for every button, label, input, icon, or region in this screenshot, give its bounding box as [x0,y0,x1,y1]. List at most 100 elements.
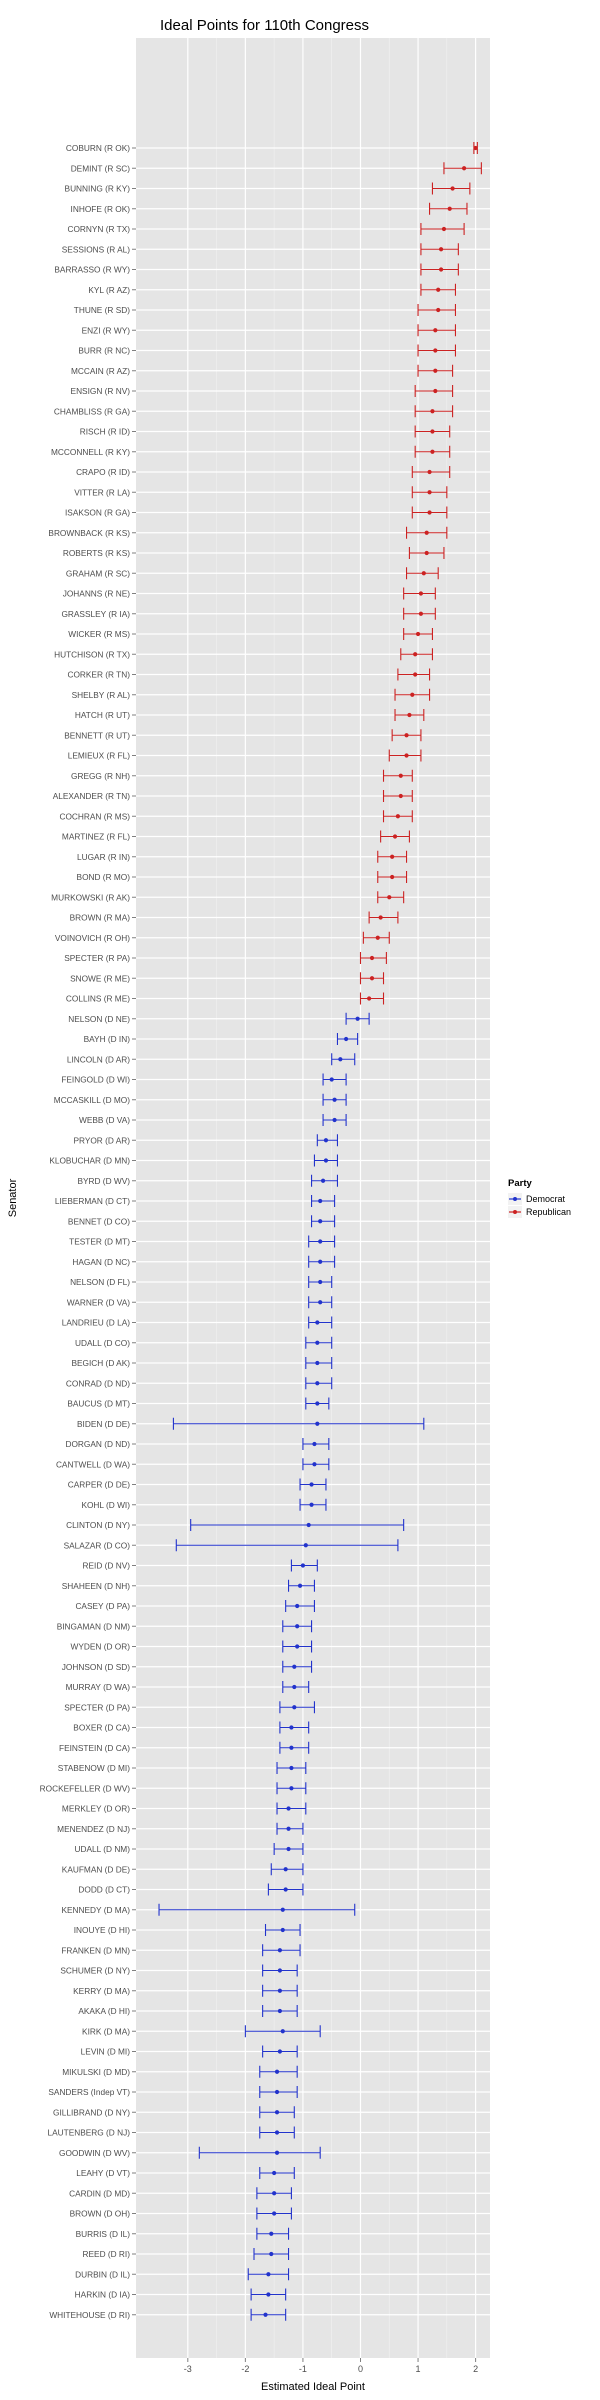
senator-label: CLINTON (D NY) [66,1520,130,1530]
ideal-point [289,1745,294,1750]
senator-label: ISAKSON (R GA) [65,508,130,518]
senator-label: NELSON (D FL) [70,1277,130,1287]
senator-label: BAYH (D IN) [84,1034,131,1044]
legend: Party Democrat Republican [508,1178,571,1218]
senator-label: VOINOVICH (R OH) [55,933,130,943]
x-tick-labels: -3 -2 -1 0 1 2 [184,2358,478,2374]
senator-label: BARRASSO (R WY) [54,265,130,275]
senator-label: GOODWIN (D WV) [59,2148,130,2158]
senator-label: CORNYN (R TX) [67,224,130,234]
ideal-point [378,915,383,920]
senator-label: JOHNSON (D SD) [62,1662,130,1672]
senator-label: COLLINS (R ME) [66,994,130,1004]
senator-label: MCCAIN (R AZ) [71,366,130,376]
ideal-point [438,247,444,252]
ideal-point [286,1826,291,1831]
senator-label: CASEY (D PA) [75,1601,130,1611]
senator-label: NELSON (D NE) [68,1014,130,1024]
senator-label: ENSIGN (R NV) [71,386,131,396]
senator-label: BOXER (D CA) [73,1723,130,1733]
ideal-point [436,287,441,292]
ideal-point [283,1867,288,1872]
ideal-point [318,1300,323,1305]
ideal-point [272,2211,277,2216]
senator-label: ROBERTS (R KS) [63,548,130,558]
legend-key-point [513,1210,517,1214]
senator-label: SCHUMER (D NY) [60,1966,130,1976]
senator-label: GRASSLEY (R IA) [61,609,130,619]
x-tick-label: 1 [416,2364,421,2374]
x-tick-label: -2 [241,2364,249,2374]
senator-label: SPECTER (R PA) [64,953,130,963]
senator-label: LEMIEUX (R FL) [68,751,130,761]
senator-label: SHELBY (R AL) [72,690,131,700]
senator-label: CANTWELL (D WA) [56,1459,130,1469]
ideal-point [441,226,447,232]
ideal-point [280,1907,285,1912]
senator-label: BROWNBACK (R KS) [48,528,130,538]
ideal-point [300,1563,306,1568]
ideal-point [309,1502,314,1507]
ideal-point [332,1097,337,1102]
ideal-point [398,773,403,778]
senator-label: KYL (R AZ) [88,285,130,295]
ideal-point [427,469,432,475]
senator-label: GREGG (R NH) [71,771,130,781]
senator-label: WHITEHOUSE (D RI) [49,2310,130,2320]
senator-label: REID (D NV) [83,1561,131,1571]
ideal-point [418,591,424,596]
ideal-point [436,307,441,313]
senator-label: ROCKEFELLER (D WV) [40,1783,131,1793]
ideal-point [280,1927,285,1933]
ideal-point [323,1158,329,1163]
ideal-point [320,1178,326,1183]
ideal-point [303,1543,308,1548]
y-axis-label: Senator [7,1178,19,1217]
senator-label: BROWN (R MA) [70,913,131,923]
ideal-point [318,1239,323,1244]
ideal-point [433,368,438,373]
ideal-point [427,490,432,495]
ideal-point [315,1401,320,1406]
ideal-point [266,2292,271,2297]
ideal-point [272,2191,277,2196]
senator-label: TESTER (D MT) [69,1237,130,1247]
ideal-point [289,1725,294,1730]
senator-label: SHAHEEN (D NH) [62,1581,130,1591]
ideal-point [274,2069,280,2074]
senator-label: SNOWE (R ME) [70,973,130,983]
ideal-point [473,145,478,151]
ideal-point [430,409,435,414]
senator-label: HUTCHISON (R TX) [54,649,130,659]
senator-label: WEBB (D VA) [79,1115,130,1125]
ideal-point [404,753,409,758]
ideal-point [286,1806,291,1811]
senator-label: CRAPO (R ID) [76,467,130,477]
senator-label: WYDEN (D OR) [71,1642,131,1652]
ideal-point [277,1968,283,1973]
ideal-point [413,652,418,657]
ideal-point [280,2029,285,2034]
senator-label: KAUFMAN (D DE) [62,1864,130,1874]
ideal-point [433,388,438,394]
ideal-point [338,1057,343,1062]
ideal-point [295,1603,300,1609]
chart-title: Ideal Points for 110th Congress [160,17,369,34]
senator-label: BYRD (D WV) [77,1176,130,1186]
senator-label: BEGICH (D AK) [71,1358,130,1368]
ideal-point [418,611,424,616]
senator-label: CHAMBLISS (R GA) [54,406,130,416]
ideal-point [295,1644,300,1649]
senator-label: BURR (R NC) [78,346,130,356]
ideal-point [369,976,375,981]
senator-label: MURKOWSKI (R AK) [51,892,130,902]
ideal-point [318,1219,323,1224]
ideal-point [398,793,403,799]
ideal-point [392,834,398,839]
senator-label: FRANKEN (D MN) [61,1945,130,1955]
senator-label: CORKER (R TN) [67,670,130,680]
ideal-point [292,1705,297,1710]
senator-label: GRAHAM (R SC) [66,568,130,578]
senator-label: DODD (D CT) [78,1885,130,1895]
senator-label: THUNE (R SD) [74,305,130,315]
